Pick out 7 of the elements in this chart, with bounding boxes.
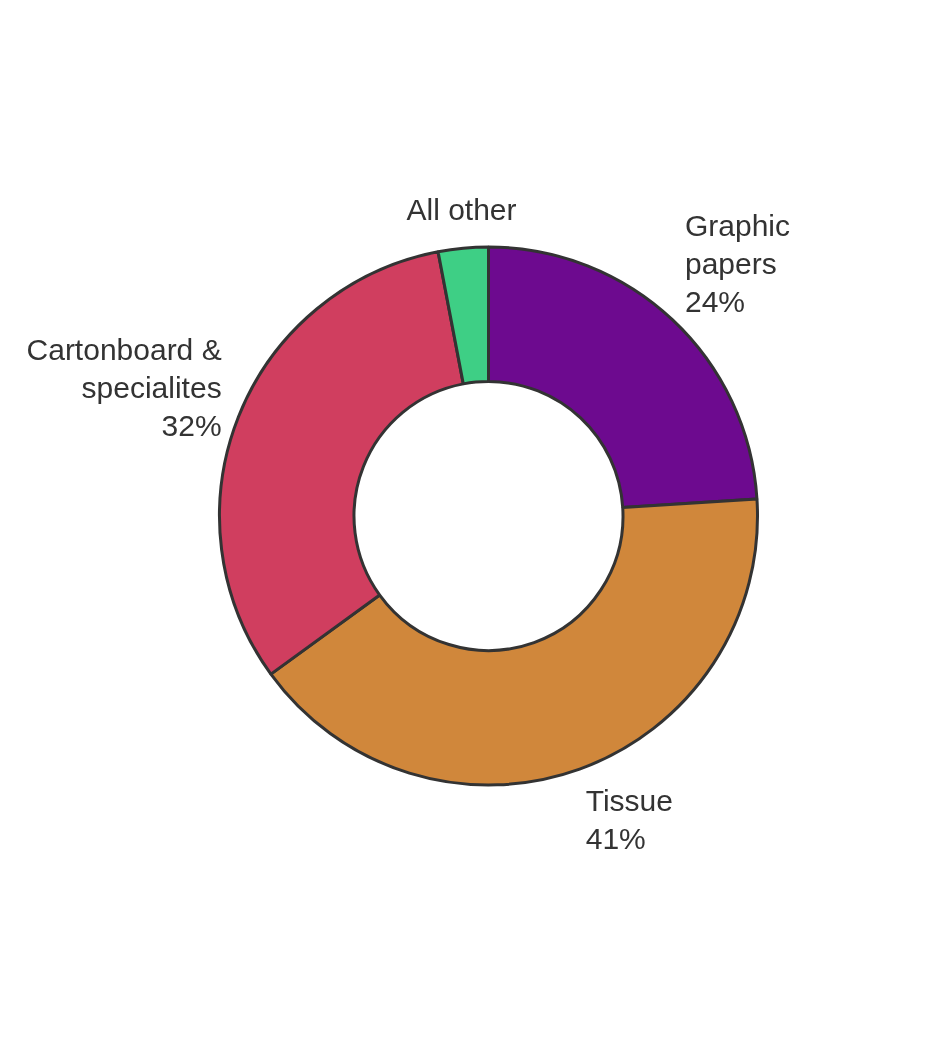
slice-label: Tissue [585, 784, 673, 818]
data-label: 41% [585, 822, 646, 856]
slice-label: Cartonboard & specialites [26, 332, 222, 404]
data-label: 24% [684, 284, 746, 318]
slice-label: All other [406, 192, 517, 226]
slice-label: Graphic papers [684, 208, 791, 280]
data-label: 32% [161, 408, 222, 442]
